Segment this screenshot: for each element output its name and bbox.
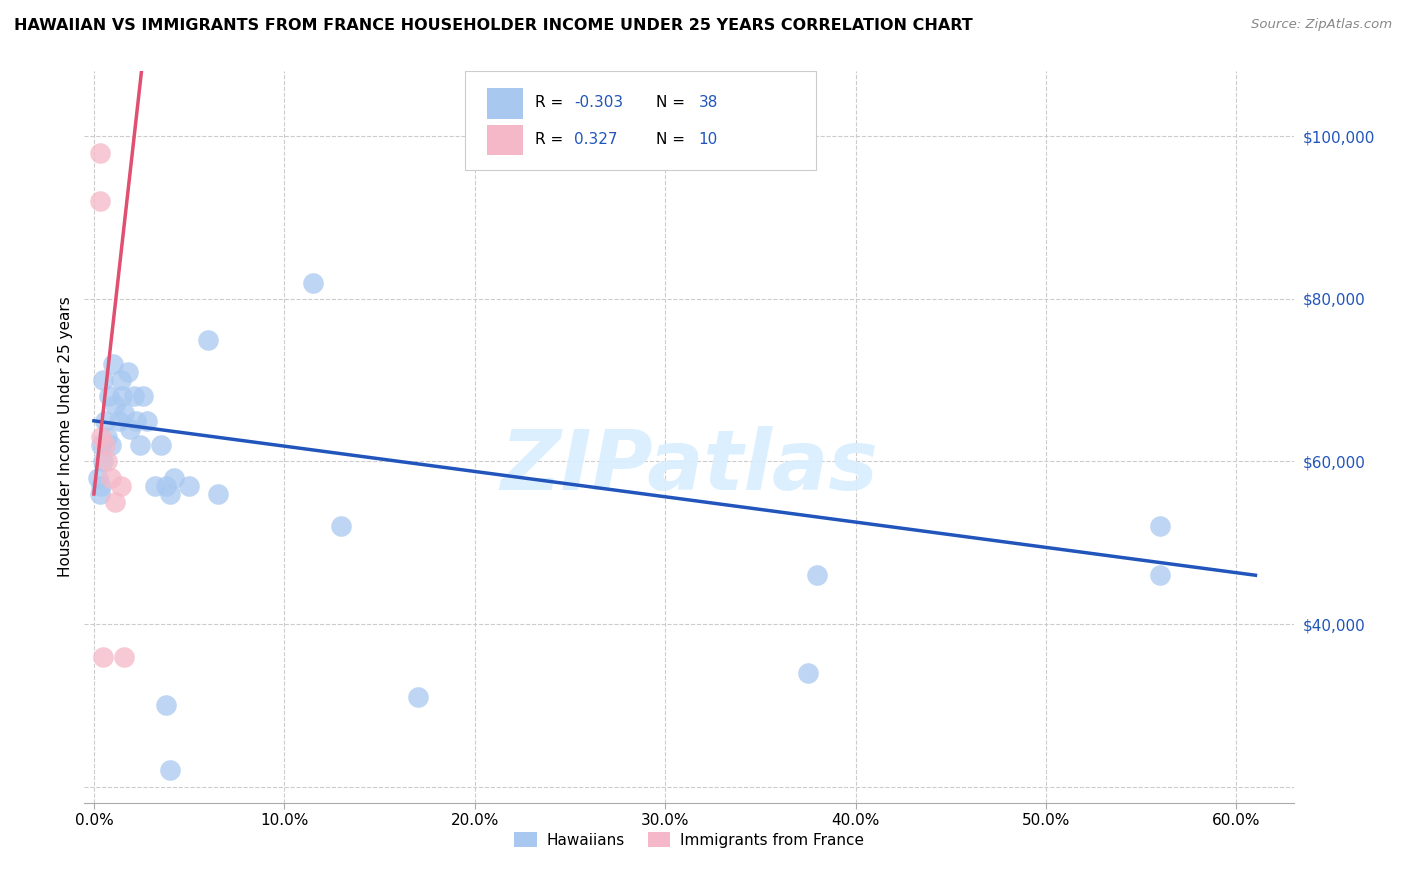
Point [143,479,166,493]
Point [136,414,159,428]
Point [159,764,181,778]
Point [89,194,111,209]
Point [302,276,325,290]
FancyBboxPatch shape [486,88,523,119]
Text: 0.327: 0.327 [574,132,617,147]
Point [797,665,820,680]
Point [132,389,155,403]
Point [122,389,145,403]
Text: R =: R = [536,95,568,111]
Point [104,398,127,412]
Point [90,438,112,452]
Point [100,471,122,485]
Point [93,454,115,468]
Point [806,568,828,582]
Point [96,430,118,444]
Point [101,357,124,371]
Text: HAWAIIAN VS IMMIGRANTS FROM FRANCE HOUSEHOLDER INCOME UNDER 25 YEARS CORRELATION: HAWAIIAN VS IMMIGRANTS FROM FRANCE HOUSE… [14,18,973,33]
FancyBboxPatch shape [465,71,815,170]
Text: N =: N = [657,132,690,147]
Point [112,406,135,420]
Point [207,487,229,501]
Point [93,649,115,664]
Text: 10: 10 [699,132,718,147]
Point [128,438,150,452]
Point [107,414,129,428]
Point [94,414,117,428]
Point [117,365,139,379]
Point [112,649,135,664]
Point [406,690,429,705]
Text: Source: ZipAtlas.com: Source: ZipAtlas.com [1251,18,1392,31]
Text: R =: R = [536,132,568,147]
Point [330,519,353,533]
Text: N =: N = [657,95,690,111]
Point [110,373,132,387]
Point [94,438,117,452]
Point [93,373,115,387]
Point [149,438,172,452]
Legend: Hawaiians, Immigrants from France: Hawaiians, Immigrants from France [508,825,870,854]
Point [104,495,127,509]
Point [1149,519,1171,533]
Point [120,422,142,436]
Point [90,479,112,493]
Point [155,479,177,493]
Point [177,479,200,493]
Point [89,487,111,501]
FancyBboxPatch shape [486,125,523,155]
Point [197,333,219,347]
Point [90,430,112,444]
Point [125,414,148,428]
Point [159,487,181,501]
Y-axis label: Householder Income Under 25 years: Householder Income Under 25 years [58,297,73,577]
Point [163,471,186,485]
Point [110,479,132,493]
Point [96,454,118,468]
Point [1149,568,1171,582]
Text: -0.303: -0.303 [574,95,623,111]
Point [86,471,108,485]
Point [155,698,177,713]
Text: 38: 38 [699,95,718,111]
Point [111,389,134,403]
Text: ZIPatlas: ZIPatlas [501,425,877,507]
Point [98,389,121,403]
Point [89,145,111,160]
Point [100,438,122,452]
